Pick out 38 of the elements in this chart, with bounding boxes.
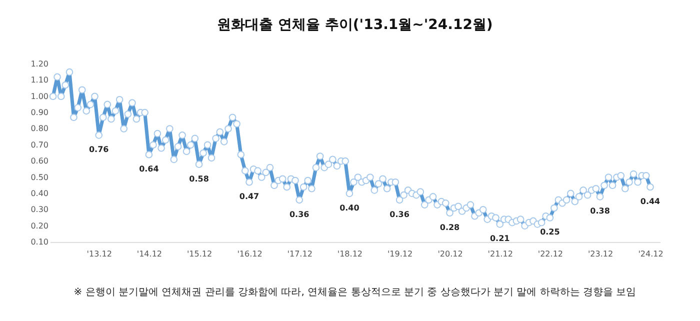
x-tick-label: '20.12 <box>438 250 463 258</box>
annotation: 0.36 <box>289 210 310 219</box>
y-tick-label: 0.40 <box>30 188 48 198</box>
x-tick-label: '23.12 <box>588 250 614 258</box>
annotation: 0.38 <box>590 206 610 216</box>
annotation: 0.25 <box>540 228 560 237</box>
annotation: 0.58 <box>189 174 210 184</box>
x-tick-label: '16.12 <box>237 250 262 258</box>
y-tick-label: 0.20 <box>30 221 48 230</box>
x-tick-label: '19.12 <box>387 250 413 258</box>
text: ※ 은행이 분기말에 연체채권 관리를 강화함에 따라, 연체율은 통상적으로 분기 중 상승했다가 분기 말에 하락하는 경향을 보임 <box>74 287 636 298</box>
y-tick-label: 1.00 <box>30 92 48 101</box>
annotation: 0.76 <box>88 145 110 154</box>
annotation: 0.47 <box>239 192 260 202</box>
annotation: 0.36 <box>390 210 410 219</box>
x-tick-label: '18.12 <box>337 250 362 258</box>
y-tick-label: 0.30 <box>30 205 48 214</box>
y-tick-label: 0.80 <box>30 124 48 134</box>
annotation: 0.28 <box>440 222 460 232</box>
x-tick-label: '17.12 <box>287 250 312 258</box>
x-tick-label: '15.12 <box>186 250 212 258</box>
y-tick-label: 1.20 <box>30 60 48 68</box>
x-tick-label: '24.12 <box>638 250 664 258</box>
x-tick-label: '22.12 <box>538 250 563 258</box>
annotation: 0.40 <box>340 203 360 212</box>
x-tick-label: '21.12 <box>488 250 513 258</box>
y-tick-label: 0.90 <box>30 108 48 118</box>
y-tick-label: 1.10 <box>30 76 48 85</box>
y-tick-label: 0.70 <box>30 140 48 150</box>
x-tick-label: '14.12 <box>136 250 162 258</box>
y-tick-label: 0.60 <box>30 156 48 166</box>
annotation: 0.64 <box>139 164 160 174</box>
chart-title: 원화대출 연체율 추이('13.1월~'24.12월) <box>217 17 493 33</box>
y-tick-label: 0.10 <box>30 238 48 246</box>
y-tick-label: 0.50 <box>30 172 48 182</box>
annotation: 0.44 <box>640 196 661 206</box>
x-tick-label: '13.12 <box>86 250 112 258</box>
annotation: 0.21 <box>490 234 510 244</box>
